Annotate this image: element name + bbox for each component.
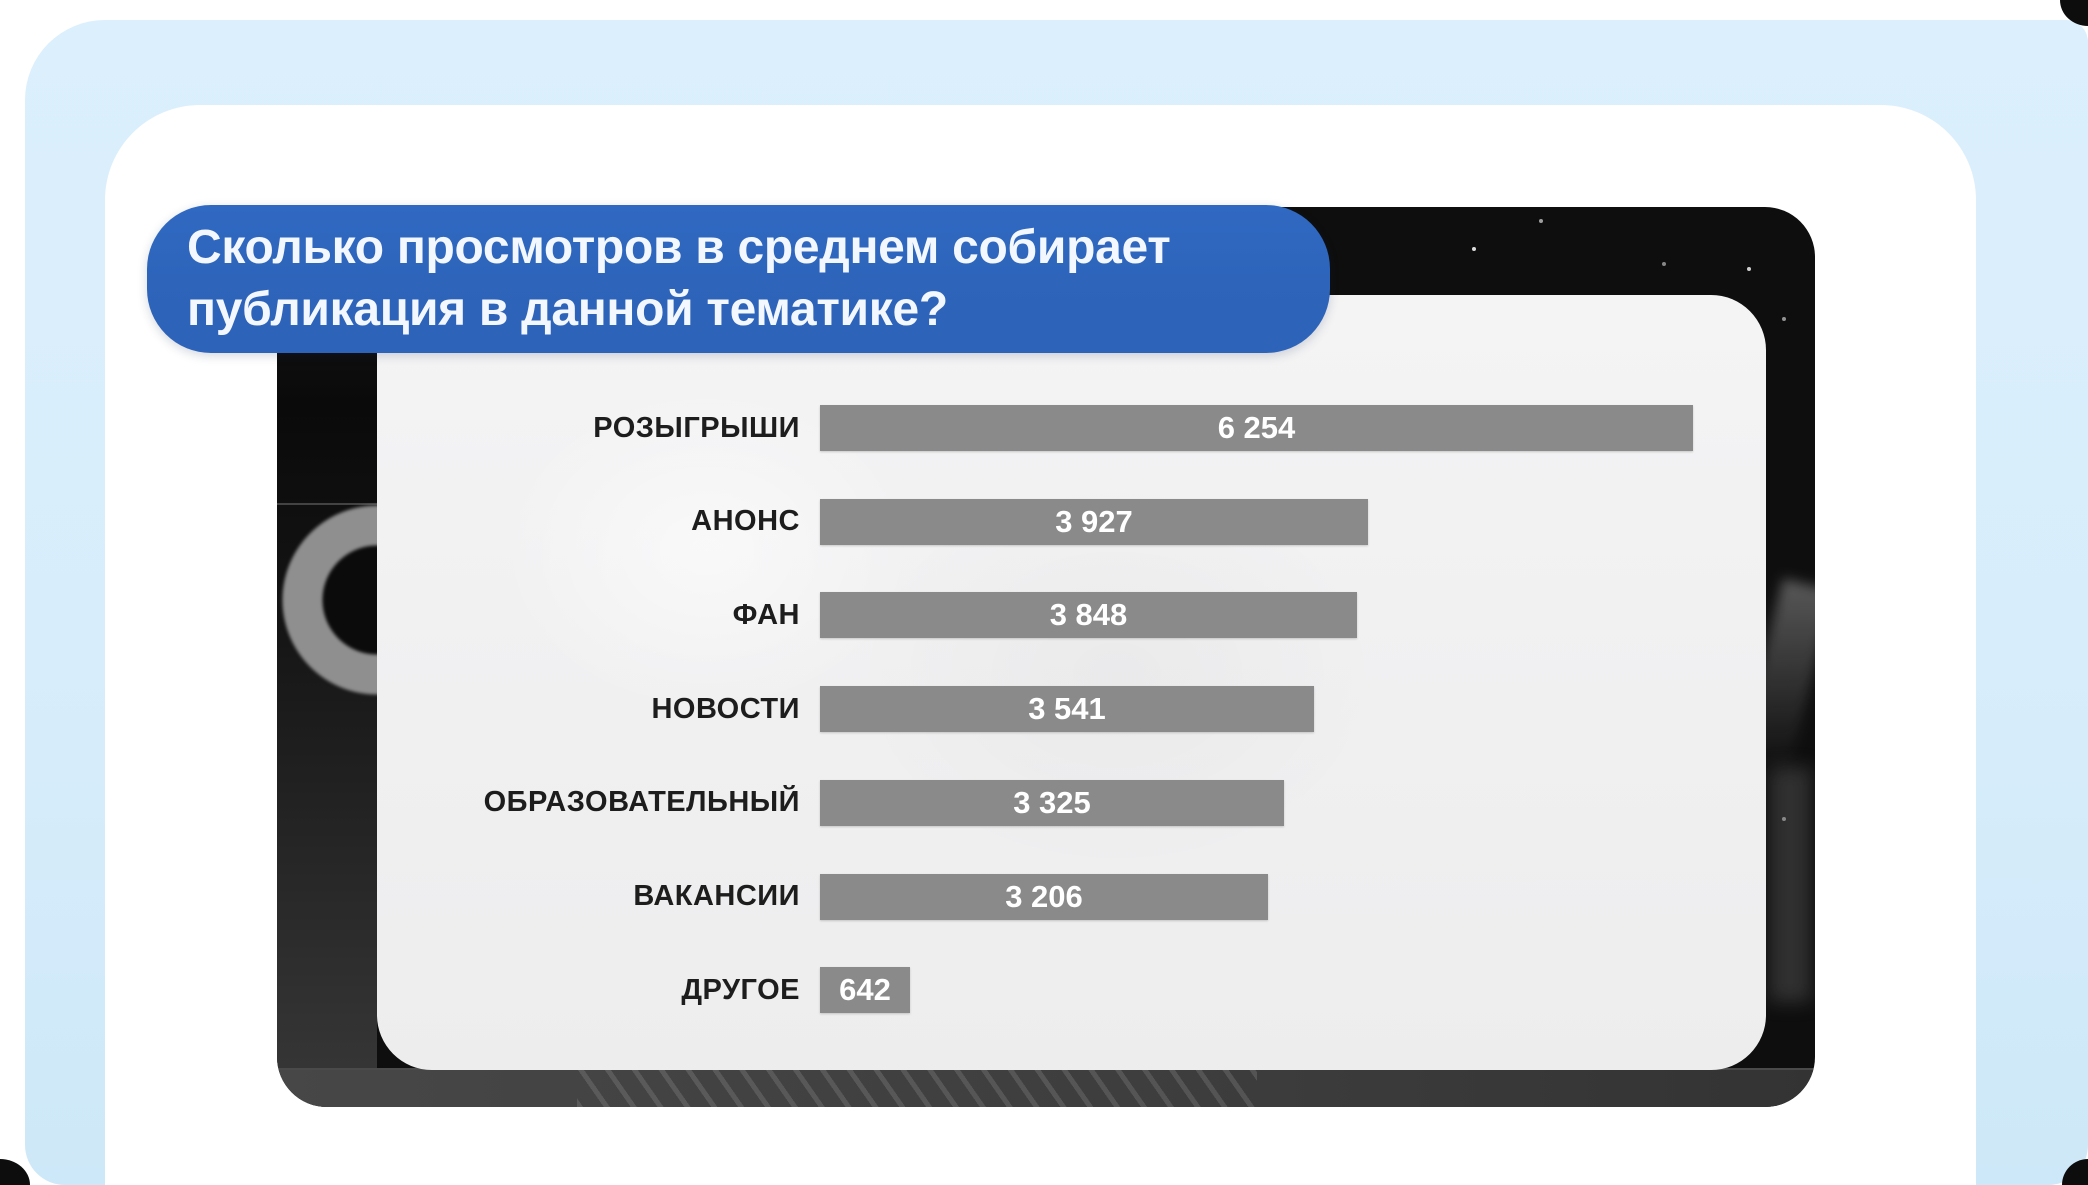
value-bar: 642: [820, 967, 910, 1014]
bar-value-label: 3 206: [1005, 878, 1083, 914]
value-bar: 3 927: [820, 498, 1368, 545]
chart-row: ФАН 3 848: [377, 592, 1766, 639]
hatch-texture-decoration: [577, 1070, 1257, 1107]
bar-value-label: 3 325: [1013, 784, 1091, 820]
bar-value-label: 6 254: [1217, 410, 1296, 445]
category-label: ОБРАЗОВАТЕЛЬНЫЙ: [483, 786, 800, 819]
chart-row: ВАКАНСИИ 3 206: [377, 873, 1766, 920]
chart-row: НОВОСТИ 3 541: [377, 686, 1766, 733]
value-bar: 3 848: [820, 592, 1357, 639]
bar-value-label: 3 927: [1055, 503, 1133, 539]
question-line-1: Сколько просмотров в среднем собирает: [187, 221, 1171, 274]
chart-row: АНОНС 3 927: [377, 498, 1766, 545]
chart-row: РОЗЫГРЫШИ 6 254: [377, 405, 1766, 451]
question-line-2: публикация в данной тематике?: [187, 283, 948, 336]
question-bubble: Сколько просмотров в среднем собирает пу…: [147, 205, 1330, 353]
slide-strip-highlight-decoration: [277, 503, 377, 505]
category-label: РОЗЫГРЫШИ: [593, 411, 800, 444]
chart-panel: РОЗЫГРЫШИ 6 254 АНОНС 3 927 ФАН 3 848 НОВОСТИ 3…: [377, 295, 1766, 1070]
bar-chart: РОЗЫГРЫШИ 6 254 АНОНС 3 927 ФАН 3 848 НОВОСТИ 3…: [377, 295, 1766, 1070]
category-label: ФАН: [732, 598, 800, 631]
value-bar: 3 541: [820, 686, 1314, 733]
slide-image: РОЗЫГРЫШИ 6 254 АНОНС 3 927 ФАН 3 848 НОВОСТИ 3…: [277, 207, 1815, 1107]
value-bar: 3 325: [820, 779, 1284, 826]
chart-row: ДРУГОЕ 642: [377, 967, 1766, 1014]
bar-value-label: 642: [839, 972, 891, 1008]
bar-value-label: 3 541: [1028, 691, 1106, 727]
value-bar: 3 206: [820, 873, 1268, 920]
category-label: АНОНС: [691, 505, 800, 538]
blur-blob-decoration: [1769, 767, 1811, 1002]
category-label: НОВОСТИ: [651, 692, 800, 725]
category-label: ДРУГОЕ: [681, 973, 800, 1006]
bar-value-label: 3 848: [1049, 597, 1128, 633]
corner-bite-bottom-left: [0, 1159, 30, 1185]
chart-row: ОБРАЗОВАТЕЛЬНЫЙ 3 325: [377, 779, 1766, 826]
category-label: ВАКАНСИИ: [633, 880, 800, 912]
value-bar: 6 254: [820, 405, 1693, 451]
